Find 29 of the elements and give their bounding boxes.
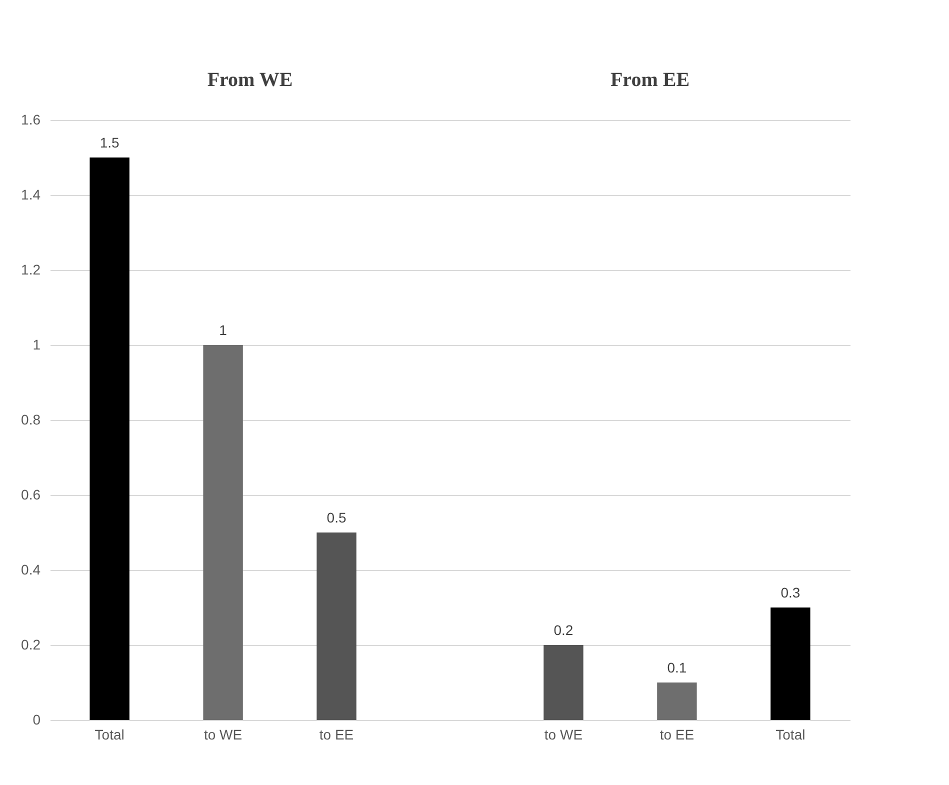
text: From EE [610, 69, 690, 91]
bar [544, 645, 584, 720]
text: From WE [207, 69, 293, 91]
data-label: 1.5 [100, 134, 120, 150]
data-label: 0.1 [667, 660, 687, 676]
x-tick-label: to WE [544, 726, 583, 742]
data-label: 0.2 [554, 622, 574, 638]
x-tick-label: to EE [660, 726, 694, 742]
y-tick-label: 1.4 [21, 186, 41, 202]
y-tick-label: 1.6 [21, 112, 41, 128]
data-label: 1 [219, 322, 228, 338]
x-tick-label: to WE [204, 726, 242, 742]
bar [90, 158, 130, 720]
y-tick-label: 0.6 [21, 486, 41, 502]
bar [657, 682, 697, 720]
y-tick-label: 0.4 [21, 562, 41, 578]
y-tick-label: 1.2 [21, 262, 41, 278]
bar [770, 608, 810, 720]
y-tick-label: 1 [32, 336, 41, 352]
x-tick-label: Total [776, 726, 806, 742]
y-tick-label: 0.2 [21, 636, 41, 652]
x-tick-label: Total [94, 726, 124, 742]
bar [203, 345, 243, 720]
y-tick-label: 0 [32, 712, 41, 728]
bar [316, 532, 356, 720]
data-label: 0.5 [326, 510, 346, 526]
data-label: 0.3 [780, 584, 800, 600]
x-tick-label: to EE [319, 726, 354, 742]
y-tick-label: 0.8 [21, 412, 41, 428]
